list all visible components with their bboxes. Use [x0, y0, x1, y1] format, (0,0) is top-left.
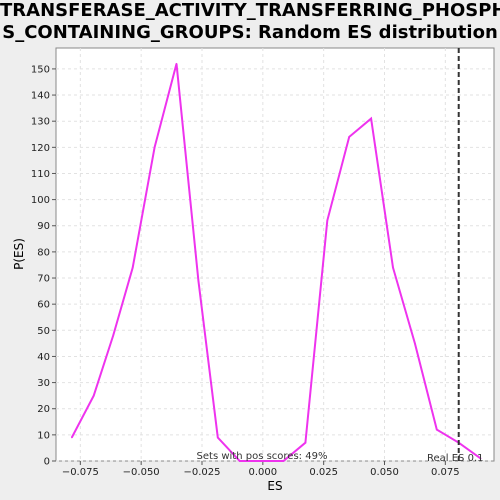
data-point: [436, 428, 438, 431]
y-tick-label: 150: [31, 64, 50, 75]
y-tick-label: 40: [37, 352, 50, 363]
y-tick-label: 140: [31, 91, 50, 102]
data-point: [217, 436, 219, 439]
data-point: [282, 460, 285, 462]
data-point: [326, 219, 329, 222]
data-point: [392, 266, 394, 269]
y-tick-label: 100: [31, 195, 50, 206]
y-tick-label: 30: [37, 378, 50, 389]
data-point: [92, 394, 95, 397]
data-point: [262, 460, 264, 462]
x-tick-label: 0.000: [249, 467, 278, 478]
y-axis-label: P(ES): [12, 238, 26, 270]
data-point: [71, 436, 73, 439]
real-es-note: Real ES 0.1: [427, 453, 483, 464]
pos-scores-note: Sets with pos scores: 49%: [197, 451, 328, 462]
y-tick-label: 120: [31, 143, 50, 154]
y-tick-label: 50: [37, 326, 50, 337]
y-tick-label: 10: [37, 430, 50, 441]
chart-title-line-1: TRANSFERASE_ACTIVITY_TRANSFERRING_PHOSPH…: [0, 0, 500, 21]
plot-area: [55, 47, 495, 462]
data-point: [175, 62, 178, 65]
x-axis-ticks: −0.075 −0.050 −0.025 0.000 0.025 0.050 0.075: [62, 461, 460, 478]
x-tick-label: 0.075: [431, 467, 460, 478]
y-tick-label: 0: [44, 457, 50, 468]
data-point: [131, 266, 134, 269]
y-tick-label: 110: [31, 169, 50, 180]
y-tick-label: 130: [31, 117, 50, 128]
y-axis-ticks: 0 10 20 30 40 50 60 70 80 90 100 110 120 130 140 150: [31, 64, 56, 468]
data-point: [153, 146, 156, 149]
y-tick-label: 60: [37, 300, 50, 311]
data-point: [112, 334, 114, 337]
y-tick-label: 20: [37, 404, 50, 415]
x-tick-label: −0.050: [123, 467, 160, 478]
data-point: [304, 441, 307, 444]
x-tick-label: 0.050: [370, 467, 399, 478]
chart-title: TRANSFERASE_ACTIVITY_TRANSFERRING_PHOSPH…: [0, 0, 500, 44]
data-point: [348, 136, 351, 138]
x-tick-label: −0.025: [183, 467, 220, 478]
es-distribution-line: [70, 63, 482, 462]
data-point: [479, 457, 482, 460]
data-point: [197, 279, 200, 282]
y-tick-label: 70: [37, 274, 50, 285]
data-point: [238, 460, 241, 462]
chart-title-line-2: S_CONTAINING_GROUPS: Random ES distribut…: [2, 22, 498, 43]
x-axis-label: ES: [267, 479, 282, 493]
y-tick-label: 80: [37, 247, 50, 258]
series-layer: [70, 62, 482, 462]
data-point: [414, 342, 416, 345]
x-tick-label: −0.075: [62, 467, 99, 478]
y-tick-label: 90: [37, 221, 50, 232]
x-tick-label: 0.025: [309, 467, 338, 478]
data-point: [370, 117, 372, 120]
